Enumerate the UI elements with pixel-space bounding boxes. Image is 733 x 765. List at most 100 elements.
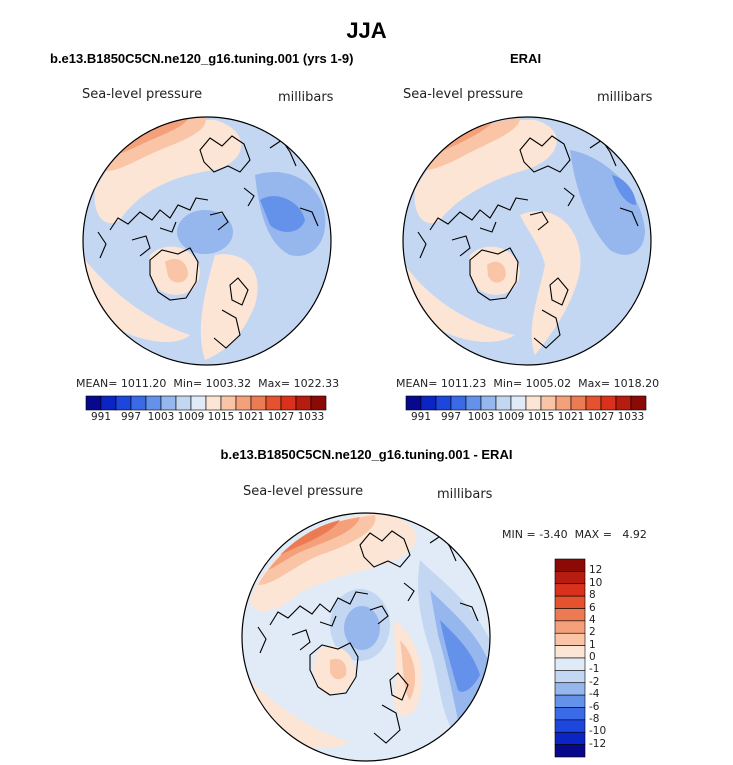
diff-field-neg-core [440, 620, 480, 692]
diff-colorbar-tick-label: 8 [589, 589, 596, 602]
panel2-colorbar-tick-label: 1021 [557, 411, 585, 423]
diff-colorbar-swatch [554, 744, 586, 758]
diff-colorbar-swatch [554, 657, 586, 671]
panel1-map-border [82, 116, 332, 366]
panel2-colorbar-tick-label: 1009 [497, 411, 525, 423]
diff-colorbar-swatch [554, 670, 586, 684]
panel2-map-border [402, 116, 652, 366]
panel2-colorbar-tick-label: 991 [410, 411, 432, 423]
panel1-field-atlantic [200, 254, 258, 360]
panel2-mean-label: MEAN= [396, 377, 438, 390]
panel2-mean-value: 1011.23 [440, 377, 487, 390]
panel2-colorbar-tick-label: 1015 [527, 411, 555, 423]
diff-field-greenland-pos-core [330, 658, 347, 680]
diff-colorbar-tick-label: 4 [589, 613, 596, 626]
panel2-units-label: millibars [597, 90, 653, 105]
panel1-min-value: 1003.32 [205, 377, 252, 390]
diff-colorbar-tick-label: -12 [589, 737, 607, 750]
panel1-max-label: Max= [258, 377, 291, 390]
panel2-field-low-core [612, 175, 636, 205]
figure-title: JJA [346, 18, 387, 43]
diff-colorbar-tick-label: 10 [589, 576, 603, 589]
panel2-min-label: Min= [493, 377, 523, 390]
panel2-colorbar-tick-label: 997 [440, 411, 462, 423]
panel1-colorbar-tick-label: 1033 [297, 411, 325, 423]
panel2-variable-label: Sea-level pressure [403, 87, 524, 102]
diff-colorbar-swatch [554, 558, 586, 572]
panel1-stats: MEAN= 1011.20 Min= 1003.32 Max= 1022.33 [76, 377, 339, 390]
diff-colorbar-swatch [554, 682, 586, 696]
diff-max-label: MAX = [574, 528, 612, 541]
panel1-colorbar-tick-label: 1003 [147, 411, 175, 423]
panel2-colorbar-swatch [630, 395, 647, 411]
panel1-field-polar-low [177, 210, 233, 254]
diff-min-label: MIN = [502, 528, 536, 541]
diff-colorbar-tick-label: -1 [589, 663, 600, 676]
diff-field-pos-mid [258, 515, 376, 585]
panel1-colorbar-tick-label: 1009 [177, 411, 205, 423]
panel2-field-high-mid [420, 118, 520, 171]
panel1-mean-value: 1011.20 [120, 377, 167, 390]
panel1-colorbar-tick-label: 991 [90, 411, 112, 423]
diff-colorbar-swatch [554, 583, 586, 597]
diff-stats: MIN = -3.40 MAX = 4.92 [502, 528, 647, 541]
diff-field-pos-inner [268, 517, 360, 570]
diff-min-value: -3.40 [539, 528, 568, 541]
panel1-field-low-core [260, 196, 305, 232]
diff-field-pos-core [280, 520, 340, 555]
diff-field-pos-outer [250, 513, 417, 612]
diff-colorbar-tick-label: 2 [589, 626, 596, 639]
panel2-title: ERAI [510, 51, 542, 66]
diff-max-value: 4.92 [622, 528, 647, 541]
panel1-title: b.e13.B1850C5CN.ne120_g16.tuning.001 (yr… [50, 51, 354, 66]
diff-variable-label: Sea-level pressure [243, 484, 364, 499]
diff-field-polar-neg-core [344, 606, 380, 650]
diff-colorbar-tick-label: -10 [589, 725, 607, 738]
panel1-field-greenland-core [165, 258, 188, 283]
panel2-colorbar-tick-label: 1033 [617, 411, 645, 423]
panel2-field-greenland-core [487, 261, 506, 283]
diff-colorbar-tick-label: 6 [589, 601, 596, 614]
diff-colorbar-tick-label: -8 [589, 712, 600, 725]
diff-colorbar-swatch [554, 632, 586, 646]
diff-colorbar-swatch [554, 620, 586, 634]
diff-colorbar-swatch [554, 707, 586, 721]
panel1-colorbar-tick-label: 1021 [237, 411, 265, 423]
diff-colorbar-swatch [554, 719, 586, 733]
diff-colorbar-tick-label: 0 [589, 651, 596, 663]
diff-colorbar-swatch [554, 608, 586, 622]
panel2-colorbar-tick-label: 1027 [587, 411, 615, 423]
diff-colorbar-swatch [554, 595, 586, 609]
diff-colorbar-tick-label: -6 [589, 700, 600, 713]
diff-colorbar-tick-label: 1 [589, 638, 596, 651]
panel1-min-label: Min= [173, 377, 203, 390]
diff-colorbar-swatch [554, 731, 586, 745]
panel1-colorbar-tick-label: 1027 [267, 411, 295, 423]
diff-colorbar-tick-label: 12 [589, 564, 603, 577]
panel1-field-high-mid [100, 117, 206, 171]
diff-colorbar-swatch [554, 645, 586, 659]
diff-colorbar-swatch [554, 694, 586, 708]
panel2-max-label: Max= [578, 377, 611, 390]
diff-panel-title: b.e13.B1850C5CN.ne120_g16.tuning.001 - E… [220, 447, 513, 462]
diff-units-label: millibars [437, 487, 493, 502]
diff-field-atlantic-pos-core [400, 640, 416, 700]
panel1-field-high-outer [94, 119, 242, 224]
panel2-field-high-outer [414, 119, 557, 224]
panel1-mean-label: MEAN= [76, 377, 118, 390]
diff-colorbar-tick-label: -4 [589, 688, 600, 701]
panel2-field-atlantic [520, 211, 581, 355]
panel2-min-value: 1005.02 [525, 377, 572, 390]
panel2-max-value: 1018.20 [613, 377, 660, 390]
panel1-colorbar-tick-label: 997 [120, 411, 142, 423]
diff-colorbar-tick-label: -2 [589, 675, 600, 688]
diff-map-border [241, 512, 491, 762]
panel1-colorbar-tick-label: 1015 [207, 411, 235, 423]
panel1-variable-label: Sea-level pressure [82, 87, 203, 102]
